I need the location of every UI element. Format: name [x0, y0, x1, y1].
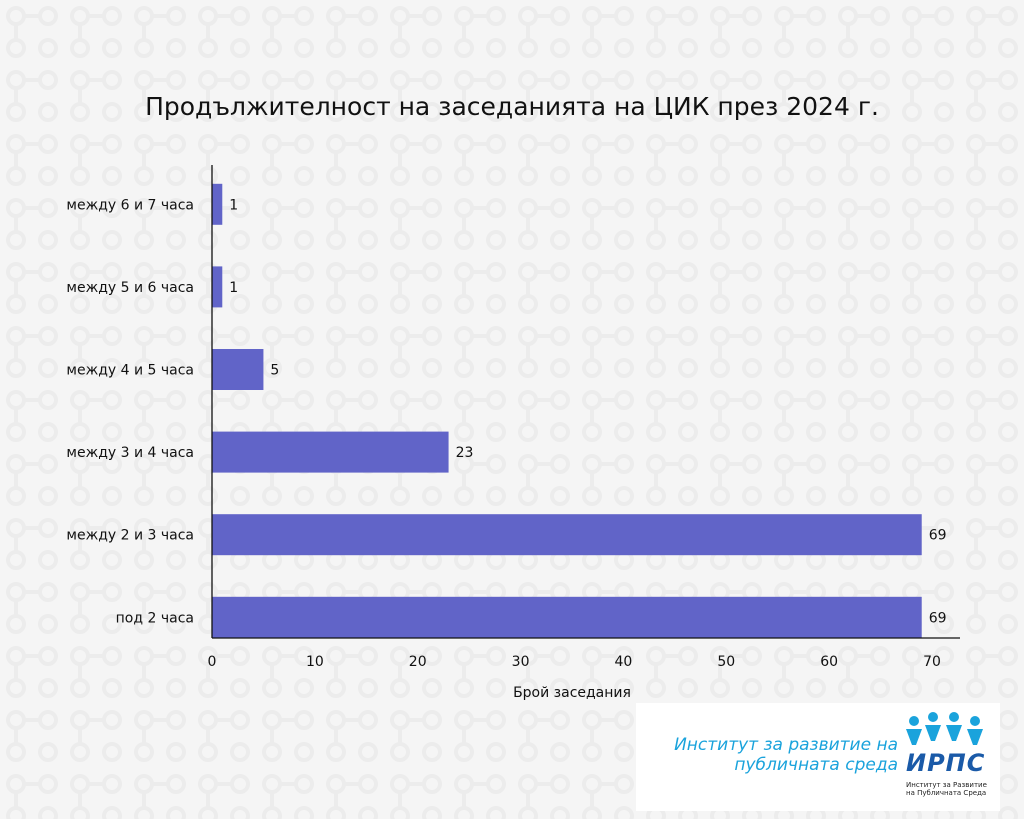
- ipps-logo: Институт за развитие на публичната среда…: [636, 703, 1000, 811]
- data-label-4: 69: [929, 528, 947, 544]
- x-axis-title: Брой заседания: [513, 685, 631, 701]
- data-label-3: 23: [456, 445, 474, 461]
- category-label-3: между 3 и 4 часа: [66, 445, 194, 461]
- x-tick-label-0: 0: [208, 654, 217, 670]
- logo-sub-line2: на Публичната Среда: [906, 789, 987, 797]
- bars-group: [212, 183, 922, 638]
- chart-title: Продължителност на заседанията на ЦИК пр…: [145, 92, 879, 121]
- data-label-5: 69: [929, 610, 947, 626]
- bar-4: [212, 514, 922, 556]
- logo-abbr: ИРПС: [906, 749, 986, 777]
- category-label-1: между 5 и 6 часа: [66, 280, 194, 296]
- x-tick-label-5: 50: [717, 654, 735, 670]
- bar-1: [212, 266, 223, 308]
- logo-text-line2: публичната среда: [734, 755, 898, 775]
- category-label-2: между 4 и 5 часа: [66, 363, 194, 379]
- bar-5: [212, 596, 922, 638]
- x-tick-label-4: 40: [615, 654, 633, 670]
- bar-3: [212, 431, 449, 473]
- data-label-1: 1: [229, 280, 238, 296]
- category-labels: между 6 и 7 часа между 5 и 6 часа между 4 …: [66, 197, 194, 626]
- x-axis-ticks: 0 10 20 30 40 50 60 70: [208, 654, 941, 670]
- bar-2: [212, 349, 264, 390]
- x-tick-label-1: 10: [306, 654, 324, 670]
- category-label-5: под 2 часа: [116, 610, 194, 626]
- logo-sub-line1: Институт за Развитие: [906, 781, 987, 789]
- data-label-2: 5: [270, 363, 279, 379]
- data-labels: 1 1 5 23 69 69: [229, 197, 946, 626]
- x-tick-label-2: 20: [409, 654, 427, 670]
- x-tick-label-3: 30: [512, 654, 530, 670]
- x-tick-label-6: 60: [820, 654, 838, 670]
- data-label-0: 1: [229, 197, 238, 213]
- bar-0: [212, 183, 223, 225]
- category-label-0: между 6 и 7 часа: [66, 197, 194, 213]
- category-label-4: между 2 и 3 часа: [66, 528, 194, 544]
- logo-subtitle: Институт за Развитие на Публичната Среда: [906, 781, 996, 797]
- people-circle-icon: [906, 712, 983, 745]
- x-tick-label-7: 70: [923, 654, 941, 670]
- logo-text-line1: Институт за развитие на: [674, 735, 898, 755]
- logo-text: Институт за развитие на публичната среда: [648, 735, 898, 775]
